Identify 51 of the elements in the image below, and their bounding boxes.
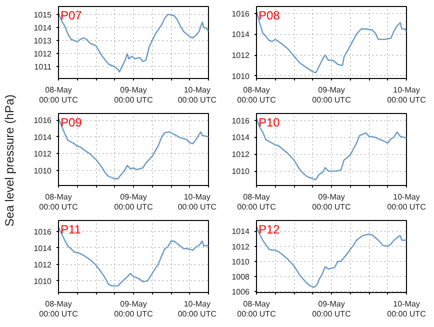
y-tick-label: 1014 [232,227,250,236]
x-tick-label: 10-May 00:00 UTC [178,86,217,104]
x-tick-label: 08-May 00:00 UTC [39,86,78,104]
y-tick-label: 1010 [232,257,250,266]
chart-title: P10 [258,116,280,130]
x-tick-label: 10-May 00:00 UTC [387,86,426,104]
y-tick-label: 1010 [34,166,52,176]
y-tick-label: 1012 [34,150,52,159]
y-tick-label: 1012 [232,150,250,160]
x-tick-label: 08-May 00:00 UTC [39,192,78,212]
x-tick-label: 09-May 00:00 UTC [114,192,154,212]
y-tick-label: 1010 [232,72,250,81]
chart-title: P07 [60,8,82,22]
x-tick-label: 08-May 00:00 UTC [237,300,276,318]
y-tick-label: 1016 [34,227,52,236]
y-axis-title: Sea level pressure (hPa) [2,94,16,227]
y-tick-label: 1013 [34,36,52,46]
chart-title: P11 [60,222,82,236]
y-tick-label: 1014 [34,23,52,32]
chart-title: P12 [258,222,280,236]
x-tick-label: 09-May 00:00 UTC [312,300,352,318]
y-tick-label: 1012 [232,51,250,60]
y-tick-label: 1014 [34,244,52,253]
y-tick-label: 1012 [34,260,52,270]
x-tick-label: 10-May 00:00 UTC [387,300,426,318]
x-tick-label: 10-May 00:00 UTC [178,192,217,212]
x-tick-label: 09-May 00:00 UTC [114,300,154,318]
chart-title: P08 [258,8,280,22]
x-tick-label: 09-May 00:00 UTC [114,86,154,104]
y-tick-label: 1008 [232,272,250,282]
x-tick-label: 08-May 00:00 UTC [39,300,78,318]
chart-title: P09 [60,116,82,130]
x-tick-label: 09-May 00:00 UTC [312,192,352,212]
x-tick-label: 09-May 00:00 UTC [312,86,352,104]
y-tick-label: 1014 [232,133,250,142]
y-tick-label: 1012 [34,50,52,59]
y-tick-label: 1015 [34,10,52,20]
x-tick-label: 08-May 00:00 UTC [237,192,276,212]
y-tick-label: 1016 [34,116,52,126]
y-tick-label: 1014 [232,30,250,40]
y-tick-label: 1014 [34,132,52,142]
y-tick-label: 1010 [232,167,250,176]
x-tick-label: 10-May 00:00 UTC [387,192,426,212]
x-tick-label: 08-May 00:00 UTC [237,86,276,104]
y-tick-label: 1006 [232,288,250,297]
y-tick-label: 1016 [232,116,250,126]
x-tick-label: 10-May 00:00 UTC [178,300,217,318]
y-tick-label: 1016 [232,9,250,18]
y-tick-label: 1012 [232,242,250,252]
y-tick-label: 1010 [34,276,52,286]
y-tick-label: 1011 [34,62,52,72]
